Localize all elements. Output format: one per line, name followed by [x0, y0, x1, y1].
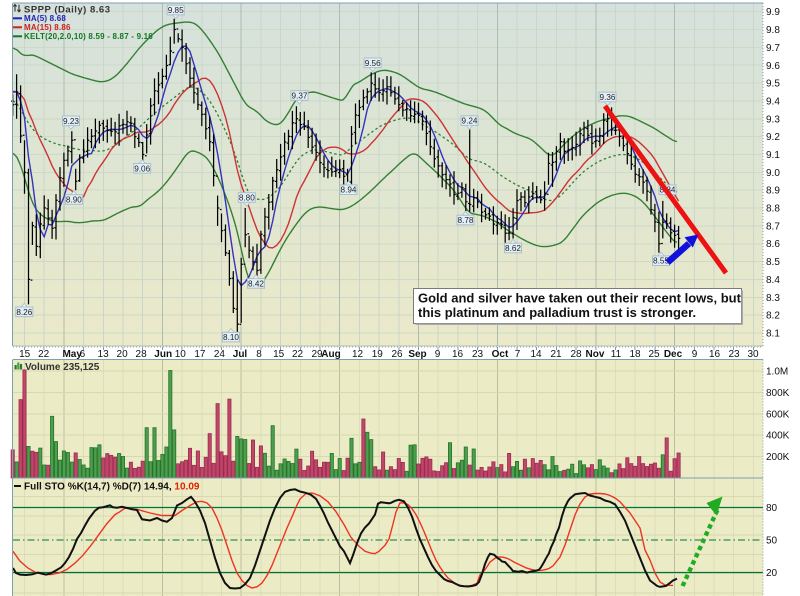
svg-text:15: 15 — [273, 349, 285, 360]
svg-text:9.06: 9.06 — [134, 164, 150, 173]
svg-text:Aug: Aug — [321, 349, 340, 360]
svg-text:8.1: 8.1 — [766, 329, 780, 340]
svg-text:Jul: Jul — [233, 349, 248, 360]
svg-text:Dec: Dec — [664, 349, 683, 360]
svg-text:30: 30 — [747, 349, 759, 360]
svg-text:SPPP (Daily) 8.63: SPPP (Daily) 8.63 — [24, 4, 110, 15]
svg-text:8.42: 8.42 — [248, 279, 264, 288]
svg-text:8.80: 8.80 — [239, 194, 255, 203]
svg-text:16: 16 — [452, 349, 464, 360]
svg-text:6: 6 — [80, 349, 86, 360]
svg-text:this platinum and palladium tr: this platinum and palladium trust is str… — [418, 305, 696, 320]
svg-text:9.9: 9.9 — [766, 7, 780, 18]
svg-text:9.0: 9.0 — [766, 168, 780, 179]
svg-text:12: 12 — [352, 349, 364, 360]
svg-text:13: 13 — [98, 349, 110, 360]
svg-text:10: 10 — [175, 349, 187, 360]
svg-text:9.5: 9.5 — [766, 79, 780, 90]
svg-text:Sep: Sep — [408, 349, 426, 360]
svg-text:9.36: 9.36 — [600, 93, 616, 102]
svg-text:Full STO %K(14,7) %D(7) 14.94,: Full STO %K(14,7) %D(7) 14.94, 10.09 — [24, 482, 200, 493]
svg-text:Jun: Jun — [154, 349, 172, 360]
svg-text:19: 19 — [372, 349, 384, 360]
svg-text:8.4: 8.4 — [766, 275, 780, 286]
svg-text:9.2: 9.2 — [766, 132, 780, 143]
svg-text:MA(5) 8.68: MA(5) 8.68 — [24, 14, 66, 23]
svg-text:9.23: 9.23 — [63, 117, 79, 126]
svg-text:9.24: 9.24 — [462, 117, 478, 126]
svg-text:9.37: 9.37 — [292, 92, 308, 101]
svg-text:23: 23 — [728, 349, 740, 360]
svg-text:7: 7 — [515, 349, 521, 360]
svg-text:9.85: 9.85 — [168, 6, 184, 15]
svg-text:400K: 400K — [766, 431, 790, 442]
svg-text:20: 20 — [766, 568, 778, 579]
svg-text:9.56: 9.56 — [365, 59, 381, 68]
svg-text:22: 22 — [38, 349, 50, 360]
svg-text:14: 14 — [530, 349, 542, 360]
svg-text:Gold and silver have taken out: Gold and silver have taken out their rec… — [418, 291, 742, 306]
svg-text:8: 8 — [256, 349, 262, 360]
svg-text:9.1: 9.1 — [766, 150, 780, 161]
svg-text:8.78: 8.78 — [458, 216, 474, 225]
svg-text:9.8: 9.8 — [766, 25, 780, 36]
svg-text:8.7: 8.7 — [766, 221, 780, 232]
svg-text:1.0M: 1.0M — [766, 367, 788, 378]
svg-text:25: 25 — [648, 349, 660, 360]
svg-text:8.9: 8.9 — [766, 186, 780, 197]
svg-text:8.62: 8.62 — [505, 244, 521, 253]
svg-text:8.6: 8.6 — [766, 239, 780, 250]
svg-text:9.6: 9.6 — [766, 61, 780, 72]
svg-text:8.2: 8.2 — [766, 311, 780, 322]
svg-text:29: 29 — [311, 349, 323, 360]
svg-text:600K: 600K — [766, 409, 790, 420]
svg-text:9.3: 9.3 — [766, 114, 780, 125]
svg-text:9: 9 — [435, 349, 441, 360]
svg-text:26: 26 — [391, 349, 403, 360]
svg-text:8.3: 8.3 — [766, 293, 780, 304]
svg-text:200K: 200K — [766, 452, 790, 463]
svg-text:8.5: 8.5 — [766, 257, 780, 268]
svg-text:15: 15 — [19, 349, 31, 360]
svg-text:8.55: 8.55 — [653, 257, 669, 266]
svg-text:9.4: 9.4 — [766, 96, 780, 107]
svg-text:May: May — [62, 349, 82, 360]
svg-text:KELT(20,2.0,10) 8.59 - 8.87 -: KELT(20,2.0,10) 8.59 - 8.87 - 9.16 — [24, 32, 153, 41]
svg-text:24: 24 — [214, 349, 226, 360]
svg-text:16: 16 — [709, 349, 721, 360]
svg-text:18: 18 — [629, 349, 641, 360]
svg-text:Volume 235,125: Volume 235,125 — [25, 362, 100, 373]
svg-text:8.8: 8.8 — [766, 204, 780, 215]
svg-text:17: 17 — [194, 349, 206, 360]
svg-text:9: 9 — [692, 349, 698, 360]
svg-text:20: 20 — [117, 349, 129, 360]
svg-text:11: 11 — [611, 349, 622, 360]
svg-text:28: 28 — [136, 349, 148, 360]
svg-text:8.90: 8.90 — [66, 196, 82, 205]
svg-text:80: 80 — [766, 503, 778, 514]
svg-text:8.10: 8.10 — [223, 333, 239, 342]
svg-text:50: 50 — [766, 536, 778, 547]
svg-text:8.26: 8.26 — [16, 308, 32, 317]
svg-text:800K: 800K — [766, 388, 790, 399]
svg-text:Nov: Nov — [586, 349, 605, 360]
svg-text:22: 22 — [292, 349, 304, 360]
svg-text:9.7: 9.7 — [766, 43, 780, 54]
svg-text:8.94: 8.94 — [341, 186, 357, 195]
svg-text:Oct: Oct — [492, 349, 509, 360]
svg-text:MA(15) 8.86: MA(15) 8.86 — [24, 23, 71, 32]
svg-text:21: 21 — [550, 349, 562, 360]
svg-text:28: 28 — [570, 349, 582, 360]
svg-text:23: 23 — [472, 349, 484, 360]
